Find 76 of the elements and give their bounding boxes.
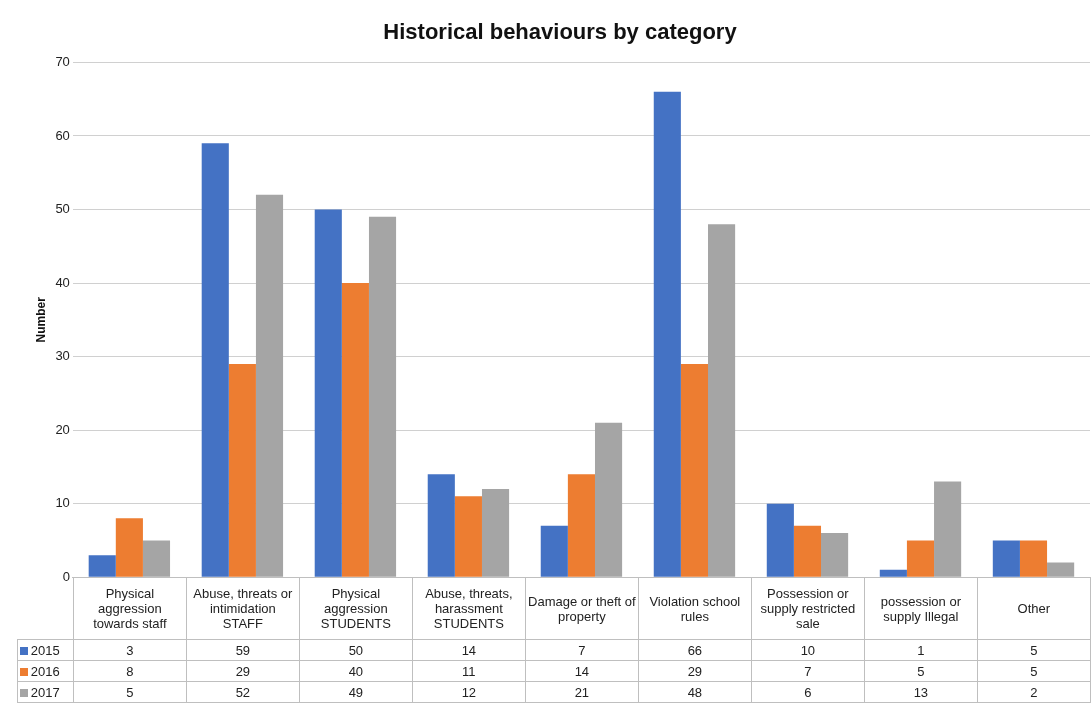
bar (821, 533, 849, 577)
x-tick-label: possession or supply Illegal (864, 577, 978, 640)
data-label: 40 (299, 660, 413, 682)
data-label: 1 (864, 639, 978, 661)
data-label: 2 (977, 681, 1091, 703)
bar (1019, 540, 1048, 577)
bar (992, 540, 1020, 577)
data-label: 21 (525, 681, 639, 703)
bar (255, 194, 284, 577)
legend-label: 2016 (17, 660, 74, 682)
bar (341, 283, 369, 577)
data-label: 66 (638, 639, 752, 661)
x-tick-label: Abuse, threats or intimidation STAFF (186, 577, 300, 640)
x-tick-label: Physical aggression STUDENTS (299, 577, 413, 640)
bar (680, 363, 709, 577)
data-label: 7 (751, 660, 865, 682)
x-tick-label: Damage or theft of property (525, 577, 639, 640)
x-tick-label: Abuse, threats, harassment STUDENTS (412, 577, 526, 640)
bar (934, 481, 962, 577)
data-label: 11 (412, 660, 526, 682)
data-label: 59 (186, 639, 300, 661)
bar (793, 525, 822, 577)
data-label: 14 (525, 660, 639, 682)
x-tick-label: Physical aggression towards staff (73, 577, 187, 640)
data-label: 49 (299, 681, 413, 703)
x-tick-label: Possession or supply restricted sale (751, 577, 865, 640)
bar (88, 555, 116, 577)
data-label: 14 (412, 639, 526, 661)
bar (115, 518, 143, 577)
data-label: 13 (864, 681, 978, 703)
data-label: 12 (412, 681, 526, 703)
y-tick-label: 60 (55, 127, 70, 143)
x-tick-label: Other (977, 577, 1091, 640)
bar (540, 525, 568, 577)
bar (879, 569, 907, 577)
data-label: 8 (73, 660, 187, 682)
bar (653, 91, 681, 577)
y-axis-title: Number (33, 296, 48, 343)
data-label: 29 (186, 660, 300, 682)
data-label: 5 (977, 660, 1091, 682)
y-tick-label: 50 (55, 201, 70, 217)
bar (906, 540, 935, 577)
bar (1047, 562, 1075, 577)
x-tick-label: Violation school rules (638, 577, 752, 640)
bar (201, 143, 229, 577)
y-tick-label: 20 (55, 421, 70, 437)
data-label: 5 (977, 639, 1091, 661)
bar (368, 216, 397, 577)
data-label: 29 (638, 660, 752, 682)
bar (567, 474, 595, 577)
legend-label: 2015 (17, 639, 74, 661)
bar (454, 496, 482, 577)
bar (708, 224, 736, 577)
data-label: 48 (638, 681, 752, 703)
data-label: 7 (525, 639, 639, 661)
data-label: 5 (73, 681, 187, 703)
y-tick-label: 0 (62, 568, 70, 584)
y-tick-label: 70 (55, 53, 70, 69)
bar (314, 209, 342, 577)
bar (142, 540, 171, 577)
bar (228, 363, 256, 577)
data-label: 5 (864, 660, 978, 682)
bar (766, 503, 794, 577)
bar (481, 488, 510, 577)
data-label: 10 (751, 639, 865, 661)
data-label: 3 (73, 639, 187, 661)
data-label: 50 (299, 639, 413, 661)
data-label: 52 (186, 681, 300, 703)
y-tick-label: 40 (55, 274, 70, 290)
y-tick-label: 30 (55, 348, 70, 364)
bar (594, 422, 623, 577)
y-tick-label: 10 (55, 495, 70, 511)
bar (427, 474, 455, 577)
legend-label: 2017 (17, 681, 74, 703)
chart-title: Historical behaviours by category (383, 19, 738, 45)
data-label: 6 (751, 681, 865, 703)
